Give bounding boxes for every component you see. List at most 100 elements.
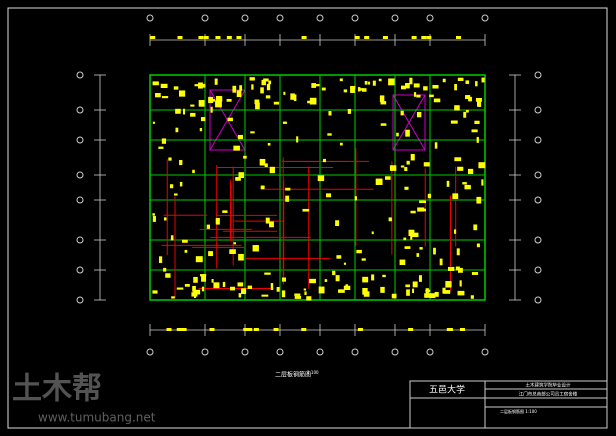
dim-text	[426, 36, 432, 39]
rebar-label	[198, 100, 205, 107]
axis-bubble	[534, 296, 542, 304]
rebar-label	[410, 233, 413, 240]
rebar-label	[161, 138, 167, 144]
rebar-label	[311, 83, 316, 88]
rebar-label	[165, 273, 171, 278]
dim-text	[382, 36, 388, 39]
dim-text	[166, 328, 172, 331]
rebar-label	[200, 117, 206, 122]
rebar-label	[404, 246, 411, 249]
rebar-label	[210, 106, 213, 113]
rebar-label	[343, 285, 351, 291]
rebar-label	[405, 83, 410, 89]
rebar-label	[455, 266, 460, 271]
rebar-label	[380, 123, 387, 126]
rebar-label	[476, 243, 480, 248]
rebar-label	[378, 78, 382, 82]
rebar-label	[184, 284, 190, 287]
rebar-label	[326, 193, 332, 198]
building: 江门市总商部公司员工宿舍楼	[519, 391, 578, 398]
rebar-label	[471, 272, 479, 275]
rebar-label	[261, 294, 269, 297]
rebar-label	[457, 290, 465, 296]
rebar-label	[227, 117, 233, 122]
dim-text	[215, 36, 221, 39]
rebar-label	[364, 80, 368, 85]
rebar-label	[389, 165, 397, 171]
rebar-label	[317, 175, 325, 182]
rebar-label	[412, 288, 415, 294]
axis-bubble	[146, 348, 154, 356]
dim-text	[411, 36, 417, 39]
rebar-label	[183, 108, 186, 115]
rebar-label	[281, 290, 286, 298]
dim-text	[176, 328, 182, 331]
rebar-label	[321, 87, 326, 91]
rebar-label	[400, 85, 406, 90]
rebar-label	[413, 83, 420, 88]
axis-bubble	[534, 136, 542, 144]
rebar-label	[222, 281, 226, 288]
rebar-label	[457, 77, 464, 82]
rebar-label	[268, 80, 272, 85]
school: 五邑大学	[429, 384, 465, 396]
rebar-label	[238, 172, 244, 179]
rebar-label	[409, 77, 413, 85]
rebar-label	[454, 84, 457, 91]
rebar-label	[416, 253, 420, 257]
rebar-label	[281, 277, 286, 282]
rebar-label	[249, 77, 255, 81]
dim-text	[301, 328, 307, 331]
stair-opening	[392, 94, 426, 151]
rebar-label	[315, 83, 320, 87]
rebar-label	[270, 283, 274, 290]
rebar-label	[155, 93, 161, 98]
axis-bubble	[534, 236, 542, 244]
rebar-label	[463, 111, 467, 118]
rebar-label	[237, 282, 244, 287]
rebar-label	[195, 256, 203, 263]
rebar-label	[452, 193, 459, 199]
rebar-label	[475, 81, 478, 87]
rebar-label	[421, 208, 426, 212]
rebar-label	[306, 296, 312, 301]
rebar-label	[467, 168, 474, 174]
rebar-label	[233, 242, 237, 245]
rebar-label	[411, 232, 419, 238]
rebar-label	[229, 286, 236, 291]
rebar-label	[201, 286, 205, 292]
rebar-label	[457, 267, 463, 273]
rebar-label	[481, 179, 484, 186]
rebar-label	[294, 293, 301, 296]
rebar-label	[429, 94, 434, 98]
dim-text	[179, 328, 185, 331]
rebar-label	[419, 200, 426, 204]
rebar-label	[302, 208, 310, 212]
dim-text	[209, 328, 215, 331]
axis-bubble	[76, 171, 84, 179]
dim-text	[408, 328, 414, 331]
rebar-label	[361, 88, 367, 92]
rebar-label	[152, 290, 158, 294]
rebar-label	[465, 95, 471, 100]
dim-text	[150, 36, 156, 39]
dim-text	[447, 328, 453, 331]
axis-bubble	[241, 348, 249, 356]
rebar-label	[347, 108, 352, 114]
rebar-label	[161, 96, 169, 99]
rebar-label	[356, 249, 362, 254]
rebar-label	[236, 90, 242, 98]
rebar-label	[416, 94, 421, 98]
rebar-label	[215, 217, 220, 225]
dim-text	[203, 36, 209, 39]
rebar-label	[423, 86, 428, 91]
rebar-label	[152, 215, 156, 222]
rebar-label	[255, 102, 260, 110]
rebar-label	[222, 210, 228, 213]
rebar-label	[459, 280, 462, 287]
rebar-label	[200, 83, 206, 88]
watermark-url: www.tumubang.net	[38, 411, 156, 425]
rebar-label	[158, 256, 163, 264]
rebar-label	[375, 178, 383, 185]
